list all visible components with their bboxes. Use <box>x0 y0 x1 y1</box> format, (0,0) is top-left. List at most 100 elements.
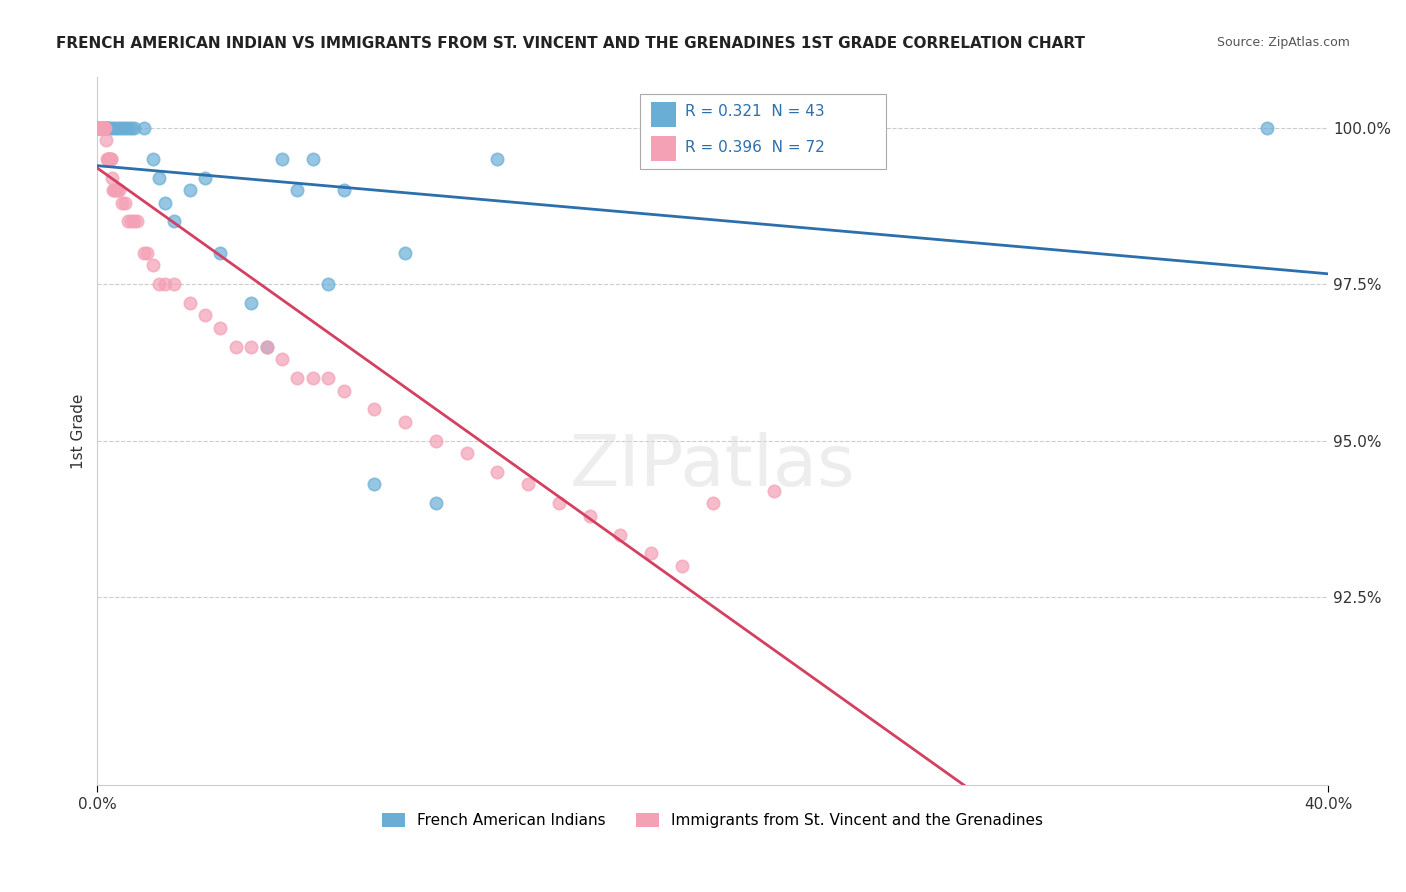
Point <box>93 120 115 135</box>
Point <box>486 465 509 479</box>
Point <box>548 496 571 510</box>
Point <box>93 120 115 135</box>
Point <box>285 371 308 385</box>
Point <box>225 340 247 354</box>
Point <box>98 152 121 166</box>
Point <box>153 195 176 210</box>
Point <box>179 296 201 310</box>
Point <box>256 340 278 354</box>
Point <box>855 152 877 166</box>
Point <box>91 120 114 135</box>
Point <box>104 120 127 135</box>
Point <box>97 152 120 166</box>
Point <box>96 120 118 135</box>
Point <box>90 120 112 135</box>
Text: R = 0.321  N = 43: R = 0.321 N = 43 <box>685 104 824 119</box>
Point <box>114 120 136 135</box>
Point <box>332 384 354 398</box>
Point <box>90 120 112 135</box>
Point <box>108 183 131 197</box>
Point <box>163 277 186 291</box>
Point <box>194 170 217 185</box>
Point <box>363 402 385 417</box>
Point <box>89 120 111 135</box>
Point <box>301 371 323 385</box>
Text: ZIPatlas: ZIPatlas <box>569 432 856 501</box>
Point <box>132 120 155 135</box>
Point <box>101 183 124 197</box>
Point <box>89 120 111 135</box>
Point <box>94 120 117 135</box>
Point <box>240 340 263 354</box>
Point <box>114 195 136 210</box>
Point <box>101 170 124 185</box>
Point <box>209 321 232 335</box>
Point <box>124 120 146 135</box>
Point <box>120 214 142 228</box>
Point <box>90 120 112 135</box>
Point <box>1256 120 1278 135</box>
Point <box>163 214 186 228</box>
Point <box>135 245 157 260</box>
Point <box>316 371 339 385</box>
Text: Source: ZipAtlas.com: Source: ZipAtlas.com <box>1216 36 1350 49</box>
Point <box>120 120 142 135</box>
Text: FRENCH AMERICAN INDIAN VS IMMIGRANTS FROM ST. VINCENT AND THE GRENADINES 1ST GRA: FRENCH AMERICAN INDIAN VS IMMIGRANTS FRO… <box>56 36 1085 51</box>
Point <box>94 133 117 147</box>
Point <box>117 120 139 135</box>
Point <box>87 120 110 135</box>
Point <box>394 415 416 429</box>
Point <box>97 120 120 135</box>
Point <box>117 214 139 228</box>
Point <box>98 120 121 135</box>
Point <box>91 120 114 135</box>
Y-axis label: 1st Grade: 1st Grade <box>72 393 86 469</box>
Point <box>89 120 111 135</box>
Point <box>425 434 447 448</box>
Point <box>425 496 447 510</box>
Point <box>103 183 125 197</box>
Point <box>94 120 117 135</box>
Point <box>609 527 631 541</box>
Point <box>363 477 385 491</box>
Point <box>301 152 323 166</box>
Text: R = 0.396  N = 72: R = 0.396 N = 72 <box>685 140 824 154</box>
Point <box>517 477 540 491</box>
Point <box>93 120 115 135</box>
Point <box>640 152 662 166</box>
Point <box>108 120 131 135</box>
Point <box>124 214 146 228</box>
Point <box>100 152 122 166</box>
Point <box>96 152 118 166</box>
Point <box>111 120 134 135</box>
Point <box>105 183 128 197</box>
Point <box>148 170 170 185</box>
Point <box>285 183 308 197</box>
Point <box>486 152 509 166</box>
Point <box>94 120 117 135</box>
Point <box>640 546 662 560</box>
Point <box>316 277 339 291</box>
Point <box>142 258 165 272</box>
Point <box>89 120 111 135</box>
Point <box>209 245 232 260</box>
Point <box>91 120 114 135</box>
Point <box>111 195 134 210</box>
Point <box>96 152 118 166</box>
Point <box>93 120 115 135</box>
Point <box>394 245 416 260</box>
Point <box>179 183 201 197</box>
Point <box>89 120 111 135</box>
Legend: French American Indians, Immigrants from St. Vincent and the Grenadines: French American Indians, Immigrants from… <box>375 806 1050 834</box>
Point <box>98 152 121 166</box>
Point <box>256 340 278 354</box>
Point <box>456 446 478 460</box>
Point <box>104 183 127 197</box>
Point <box>91 120 114 135</box>
Point <box>271 352 294 367</box>
Point <box>87 120 110 135</box>
Point <box>702 496 724 510</box>
Point <box>87 120 110 135</box>
Point <box>148 277 170 291</box>
Point <box>671 558 693 573</box>
